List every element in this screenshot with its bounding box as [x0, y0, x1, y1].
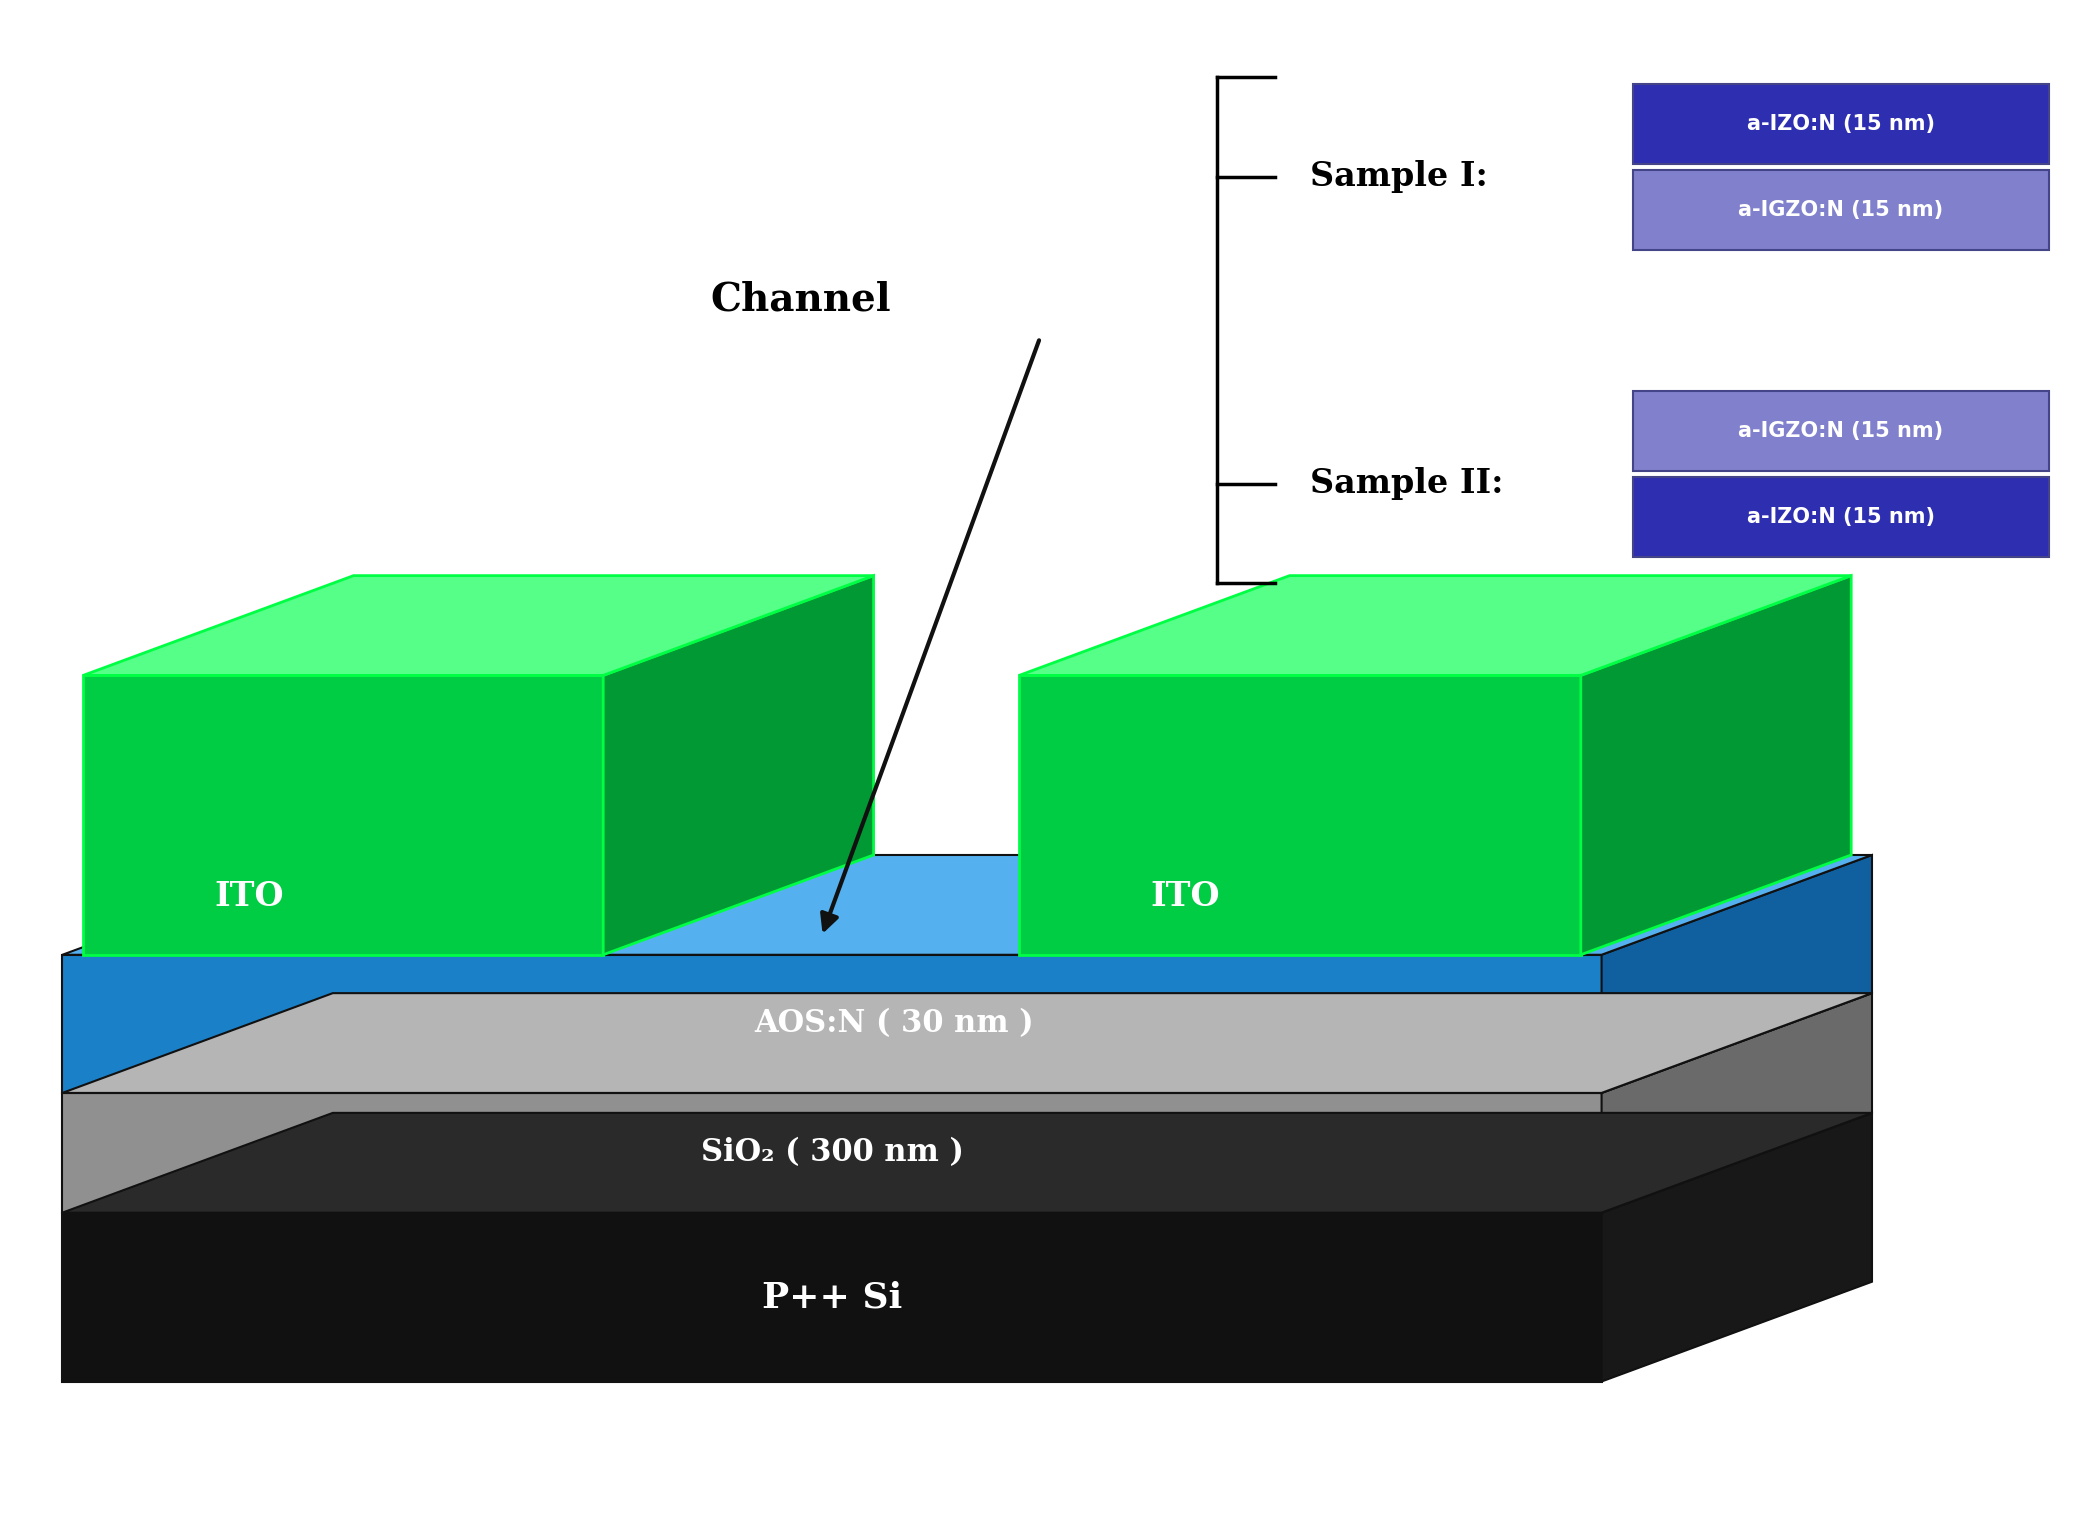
Text: a-IZO:N (15 nm): a-IZO:N (15 nm)	[1747, 507, 1934, 528]
Polygon shape	[62, 1113, 1872, 1213]
Polygon shape	[62, 993, 1872, 1093]
Text: Channel: Channel	[711, 281, 890, 318]
Polygon shape	[1581, 576, 1851, 955]
Polygon shape	[1019, 576, 1851, 675]
Polygon shape	[83, 576, 874, 675]
Polygon shape	[1602, 993, 1872, 1213]
Polygon shape	[603, 576, 874, 955]
Text: P++ Si: P++ Si	[761, 1280, 903, 1314]
FancyBboxPatch shape	[1633, 84, 2049, 164]
Text: a-IGZO:N (15 nm): a-IGZO:N (15 nm)	[1739, 421, 1943, 442]
Polygon shape	[1602, 855, 1872, 1093]
FancyBboxPatch shape	[1633, 477, 2049, 557]
Polygon shape	[62, 955, 1602, 1093]
FancyBboxPatch shape	[1633, 170, 2049, 250]
Text: a-IGZO:N (15 nm): a-IGZO:N (15 nm)	[1739, 200, 1943, 221]
Text: Sample II:: Sample II:	[1310, 467, 1504, 500]
Text: ITO: ITO	[1150, 880, 1221, 913]
Text: Sample I:: Sample I:	[1310, 160, 1489, 193]
Text: a-IZO:N (15 nm): a-IZO:N (15 nm)	[1747, 114, 1934, 135]
Polygon shape	[1602, 1113, 1872, 1382]
Text: SiO₂ ( 300 nm ): SiO₂ ( 300 nm )	[701, 1137, 963, 1168]
Text: AOS:N ( 30 nm ): AOS:N ( 30 nm )	[755, 1008, 1034, 1039]
Polygon shape	[62, 1093, 1602, 1213]
FancyBboxPatch shape	[1633, 391, 2049, 471]
Polygon shape	[1019, 675, 1581, 955]
Polygon shape	[62, 855, 1872, 955]
Polygon shape	[83, 675, 603, 955]
Text: ITO: ITO	[214, 880, 285, 913]
Polygon shape	[62, 1213, 1602, 1382]
